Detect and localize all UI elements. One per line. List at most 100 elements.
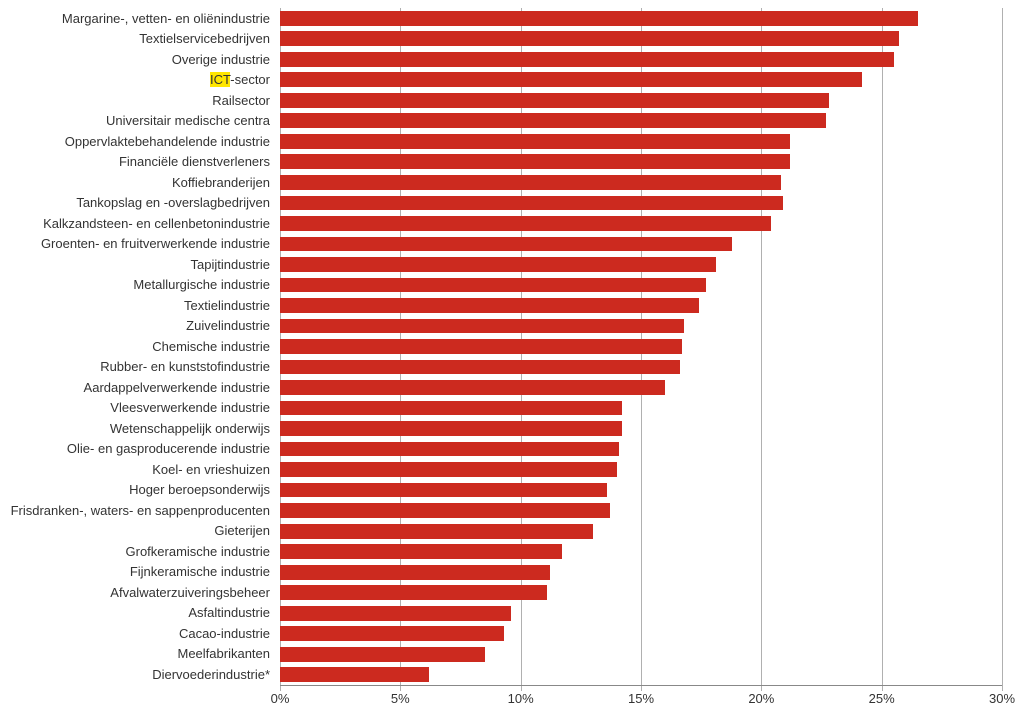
y-axis-label: Margarine-, vetten- en oliënindustrie — [0, 12, 274, 25]
y-axis-label: Tankopslag en -overslagbedrijven — [0, 196, 274, 209]
y-axis-label: Fijnkeramische industrie — [0, 565, 274, 578]
bar — [280, 196, 783, 211]
bar-row — [280, 316, 1002, 337]
bar-row — [280, 152, 1002, 173]
y-axis-label: Metallurgische industrie — [0, 278, 274, 291]
y-axis-label: Aardappelverwerkende industrie — [0, 381, 274, 394]
bar-row — [280, 234, 1002, 255]
y-axis-label: Vleesverwerkende industrie — [0, 401, 274, 414]
bar — [280, 503, 610, 518]
y-axis-label: Hoger beroepsonderwijs — [0, 483, 274, 496]
bar-row — [280, 623, 1002, 644]
bar-row — [280, 111, 1002, 132]
bar-row — [280, 377, 1002, 398]
bar — [280, 278, 706, 293]
x-tick-label: 0% — [271, 691, 290, 706]
bar-row — [280, 357, 1002, 378]
y-axis-label: Tapijtindustrie — [0, 258, 274, 271]
bar — [280, 606, 511, 621]
bar-row — [280, 398, 1002, 419]
bar-row — [280, 49, 1002, 70]
bar — [280, 93, 829, 108]
x-axis-baseline — [280, 685, 1002, 686]
x-tick-label: 30% — [989, 691, 1015, 706]
bar — [280, 647, 485, 662]
bar-row — [280, 131, 1002, 152]
x-tick-label: 20% — [748, 691, 774, 706]
y-axis-label: Wetenschappelijk onderwijs — [0, 422, 274, 435]
bar — [280, 626, 504, 641]
bar — [280, 52, 894, 67]
y-axis-label: Railsector — [0, 94, 274, 107]
y-axis-label: Cacao-industrie — [0, 627, 274, 640]
bar — [280, 257, 716, 272]
gridline — [1002, 8, 1003, 691]
bar-row — [280, 541, 1002, 562]
x-tick-label: 25% — [869, 691, 895, 706]
x-axis: 0%5%10%15%20%25%30% — [280, 689, 1002, 709]
bar-row — [280, 644, 1002, 665]
bar — [280, 154, 790, 169]
y-axis-label: Grofkeramische industrie — [0, 545, 274, 558]
bar — [280, 380, 665, 395]
bar — [280, 175, 781, 190]
y-axis-label: Oppervlaktebehandelende industrie — [0, 135, 274, 148]
y-axis-label: Koel- en vrieshuizen — [0, 463, 274, 476]
bar — [280, 421, 622, 436]
plot-area — [280, 8, 1002, 685]
y-axis-label: Textielindustrie — [0, 299, 274, 312]
y-axis-label: Koffiebranderijen — [0, 176, 274, 189]
bar-row — [280, 193, 1002, 214]
bar-row — [280, 29, 1002, 50]
bar-row — [280, 275, 1002, 296]
bar — [280, 667, 429, 682]
y-axis-label: Textielservicebedrijven — [0, 32, 274, 45]
bars-container — [280, 8, 1002, 685]
bar — [280, 544, 562, 559]
y-axis-label: ICT-sector — [0, 73, 274, 86]
bar — [280, 237, 732, 252]
bar — [280, 11, 918, 26]
bar-row — [280, 439, 1002, 460]
bar-chart: Margarine-, vetten- en oliënindustrie Tex… — [0, 0, 1024, 719]
y-axis-label: Olie- en gasproducerende industrie — [0, 442, 274, 455]
bar-row — [280, 254, 1002, 275]
bar-row — [280, 70, 1002, 91]
y-axis-label: Gieterijen — [0, 524, 274, 537]
bar-row — [280, 582, 1002, 603]
y-axis-label: Overige industrie — [0, 53, 274, 66]
y-axis-labels: Margarine-, vetten- en oliënindustrie Tex… — [0, 8, 274, 685]
bar-row — [280, 418, 1002, 439]
bar — [280, 524, 593, 539]
bar — [280, 585, 547, 600]
bar — [280, 483, 607, 498]
y-axis-label: Diervoederindustrie* — [0, 668, 274, 681]
y-axis-label: Financiële dienstverleners — [0, 155, 274, 168]
bar-row — [280, 295, 1002, 316]
bar — [280, 72, 862, 87]
y-axis-label: Chemische industrie — [0, 340, 274, 353]
bar — [280, 360, 680, 375]
bar — [280, 462, 617, 477]
bar-row — [280, 213, 1002, 234]
bar-row — [280, 459, 1002, 480]
bar-row — [280, 172, 1002, 193]
bar — [280, 319, 684, 334]
bar — [280, 31, 899, 46]
y-axis-label: Afvalwaterzuiveringsbeheer — [0, 586, 274, 599]
x-tick-label: 15% — [628, 691, 654, 706]
bar — [280, 565, 550, 580]
bar — [280, 113, 826, 128]
bar-row — [280, 500, 1002, 521]
bar-row — [280, 521, 1002, 542]
x-tick-label: 5% — [391, 691, 410, 706]
bar — [280, 216, 771, 231]
bar — [280, 134, 790, 149]
y-axis-label: Kalkzandsteen- en cellenbetonindustrie — [0, 217, 274, 230]
y-axis-label: Universitair medische centra — [0, 114, 274, 127]
bar-row — [280, 603, 1002, 624]
bar — [280, 298, 699, 313]
bar-row — [280, 562, 1002, 583]
bar — [280, 442, 619, 457]
bar-row — [280, 665, 1002, 686]
